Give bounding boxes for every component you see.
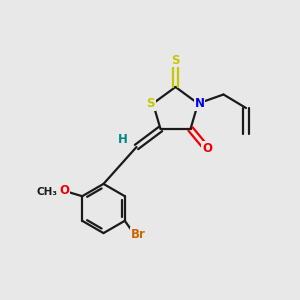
Text: S: S (146, 97, 155, 110)
Text: CH₃: CH₃ (37, 187, 58, 197)
Text: O: O (202, 142, 212, 155)
Text: S: S (171, 53, 180, 67)
Text: N: N (194, 97, 205, 110)
Text: Br: Br (131, 228, 146, 242)
Text: H: H (118, 133, 128, 146)
Text: O: O (59, 184, 69, 197)
